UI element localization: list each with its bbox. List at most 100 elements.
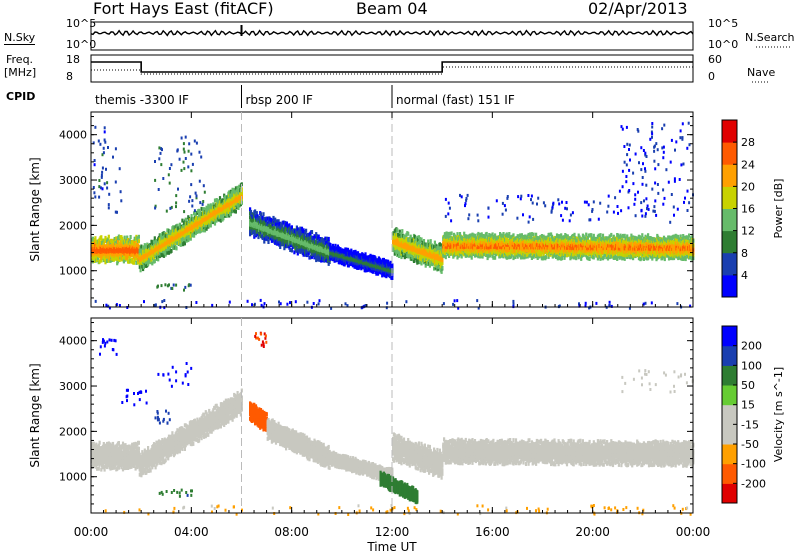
cell-band-2: [257, 218, 260, 223]
cell-band-5: [469, 233, 472, 238]
nave-line: [91, 66, 693, 75]
cell-band-2: [277, 219, 280, 224]
cell-band-0: [137, 234, 140, 239]
heatmap-power: [91, 120, 737, 310]
cell-band-2: [259, 212, 263, 217]
cell-band-5: [463, 231, 466, 236]
cell-band-0: [106, 259, 109, 263]
cell-band-5: [486, 235, 489, 240]
cell-band-0: [106, 239, 109, 244]
cell-band-4: [440, 269, 443, 274]
noise-right-tick-top: 10^5: [708, 17, 739, 30]
cell-band-2: [249, 207, 252, 212]
cell-band-5: [444, 255, 447, 260]
cell-band-1: [203, 228, 207, 233]
cell-band-5: [550, 232, 553, 237]
cell-band-1: [139, 268, 142, 273]
cpid-label-1: rbsp 200 IF: [246, 93, 313, 107]
cell-band-2: [280, 223, 283, 228]
cell-band-4: [409, 234, 412, 239]
cell-band-1: [142, 245, 145, 250]
cell-band-5: [575, 256, 578, 261]
cell-band-0: [107, 234, 110, 239]
cell-band-5: [480, 252, 483, 257]
cell-band-5: [485, 252, 488, 257]
cell-band-1: [164, 252, 167, 257]
cell-band-1: [189, 236, 192, 241]
cell-band-3: [391, 276, 394, 280]
cell-band-5: [521, 255, 524, 260]
cell-band-1: [182, 242, 185, 247]
cell-band-3: [345, 247, 348, 252]
cell-band-1: [222, 216, 225, 221]
cell-band-1: [200, 206, 203, 211]
cell-band-4: [433, 245, 436, 250]
cell-band-5: [443, 234, 446, 239]
cell-band-1: [237, 206, 240, 210]
cell-band-5: [542, 252, 545, 257]
cell-band-5: [601, 237, 604, 242]
cell-band-4: [441, 258, 444, 263]
cell-band-5: [591, 236, 594, 241]
cell-band-5: [474, 252, 477, 257]
cell-band-1: [157, 257, 160, 262]
cell-band-5: [590, 233, 593, 238]
cell-band-1: [152, 255, 156, 260]
cell-band-1: [190, 214, 193, 218]
date-title: 02/Apr/2013: [588, 0, 688, 18]
cell-band-2: [315, 254, 319, 259]
cell-band-5: [592, 233, 595, 238]
cell-band-5: [458, 238, 461, 243]
cell-band-2: [275, 219, 278, 224]
cell-band-5: [585, 253, 588, 258]
cell-band-3: [350, 248, 353, 253]
cell-band-5: [532, 254, 535, 259]
cell-band-5: [564, 238, 567, 243]
freq-label-line1: Freq.: [6, 53, 34, 66]
cell-band-5: [448, 235, 451, 240]
cell-band-5: [610, 232, 613, 237]
cell-band-0: [132, 244, 135, 249]
cell-band-5: [539, 249, 542, 254]
cell-band-1: [202, 228, 205, 233]
cell-band-1: [234, 186, 237, 191]
cell-band-4: [441, 265, 444, 270]
cell-band-1: [209, 223, 212, 228]
cell-band-1: [178, 222, 181, 227]
cell-band-0: [135, 238, 138, 243]
cell-band-2: [278, 242, 281, 247]
cell-band-5: [604, 252, 607, 257]
cell-band-1: [219, 218, 222, 223]
cell-band-5: [598, 254, 601, 259]
cell-band-5: [464, 234, 467, 239]
cell-band-0: [131, 257, 134, 262]
cell-band-2: [262, 235, 265, 240]
cell-band-2: [282, 220, 285, 225]
cell-band-5: [555, 255, 558, 259]
cell-band-1: [141, 264, 144, 269]
cell-band-4: [435, 264, 438, 269]
cell-band-1: [142, 263, 145, 268]
cell-band-5: [563, 255, 566, 260]
cell-band-3: [381, 273, 384, 278]
cell-band-1: [205, 226, 208, 231]
cell-band-5: [508, 232, 511, 236]
cell-band-1: [235, 189, 238, 194]
cell-band-1: [231, 187, 234, 192]
cell-band-0: [121, 256, 125, 261]
cell-band-0: [136, 236, 139, 241]
cell-band-5: [444, 235, 447, 239]
cell-band-0: [116, 239, 120, 244]
cell-band-2: [274, 222, 278, 227]
cell-band-5: [554, 252, 557, 257]
cell-band-2: [258, 216, 261, 221]
cell-band-2: [288, 223, 291, 228]
cell-band-2: [277, 240, 280, 245]
cell-band-2: [283, 239, 286, 244]
cell-band-5: [571, 233, 574, 238]
freq-label-line2: [MHz]: [4, 66, 37, 79]
cell-band-0: [106, 237, 110, 242]
cell-band-3: [329, 243, 332, 247]
cell-band-5: [475, 237, 478, 241]
cell-band-2: [266, 216, 269, 221]
